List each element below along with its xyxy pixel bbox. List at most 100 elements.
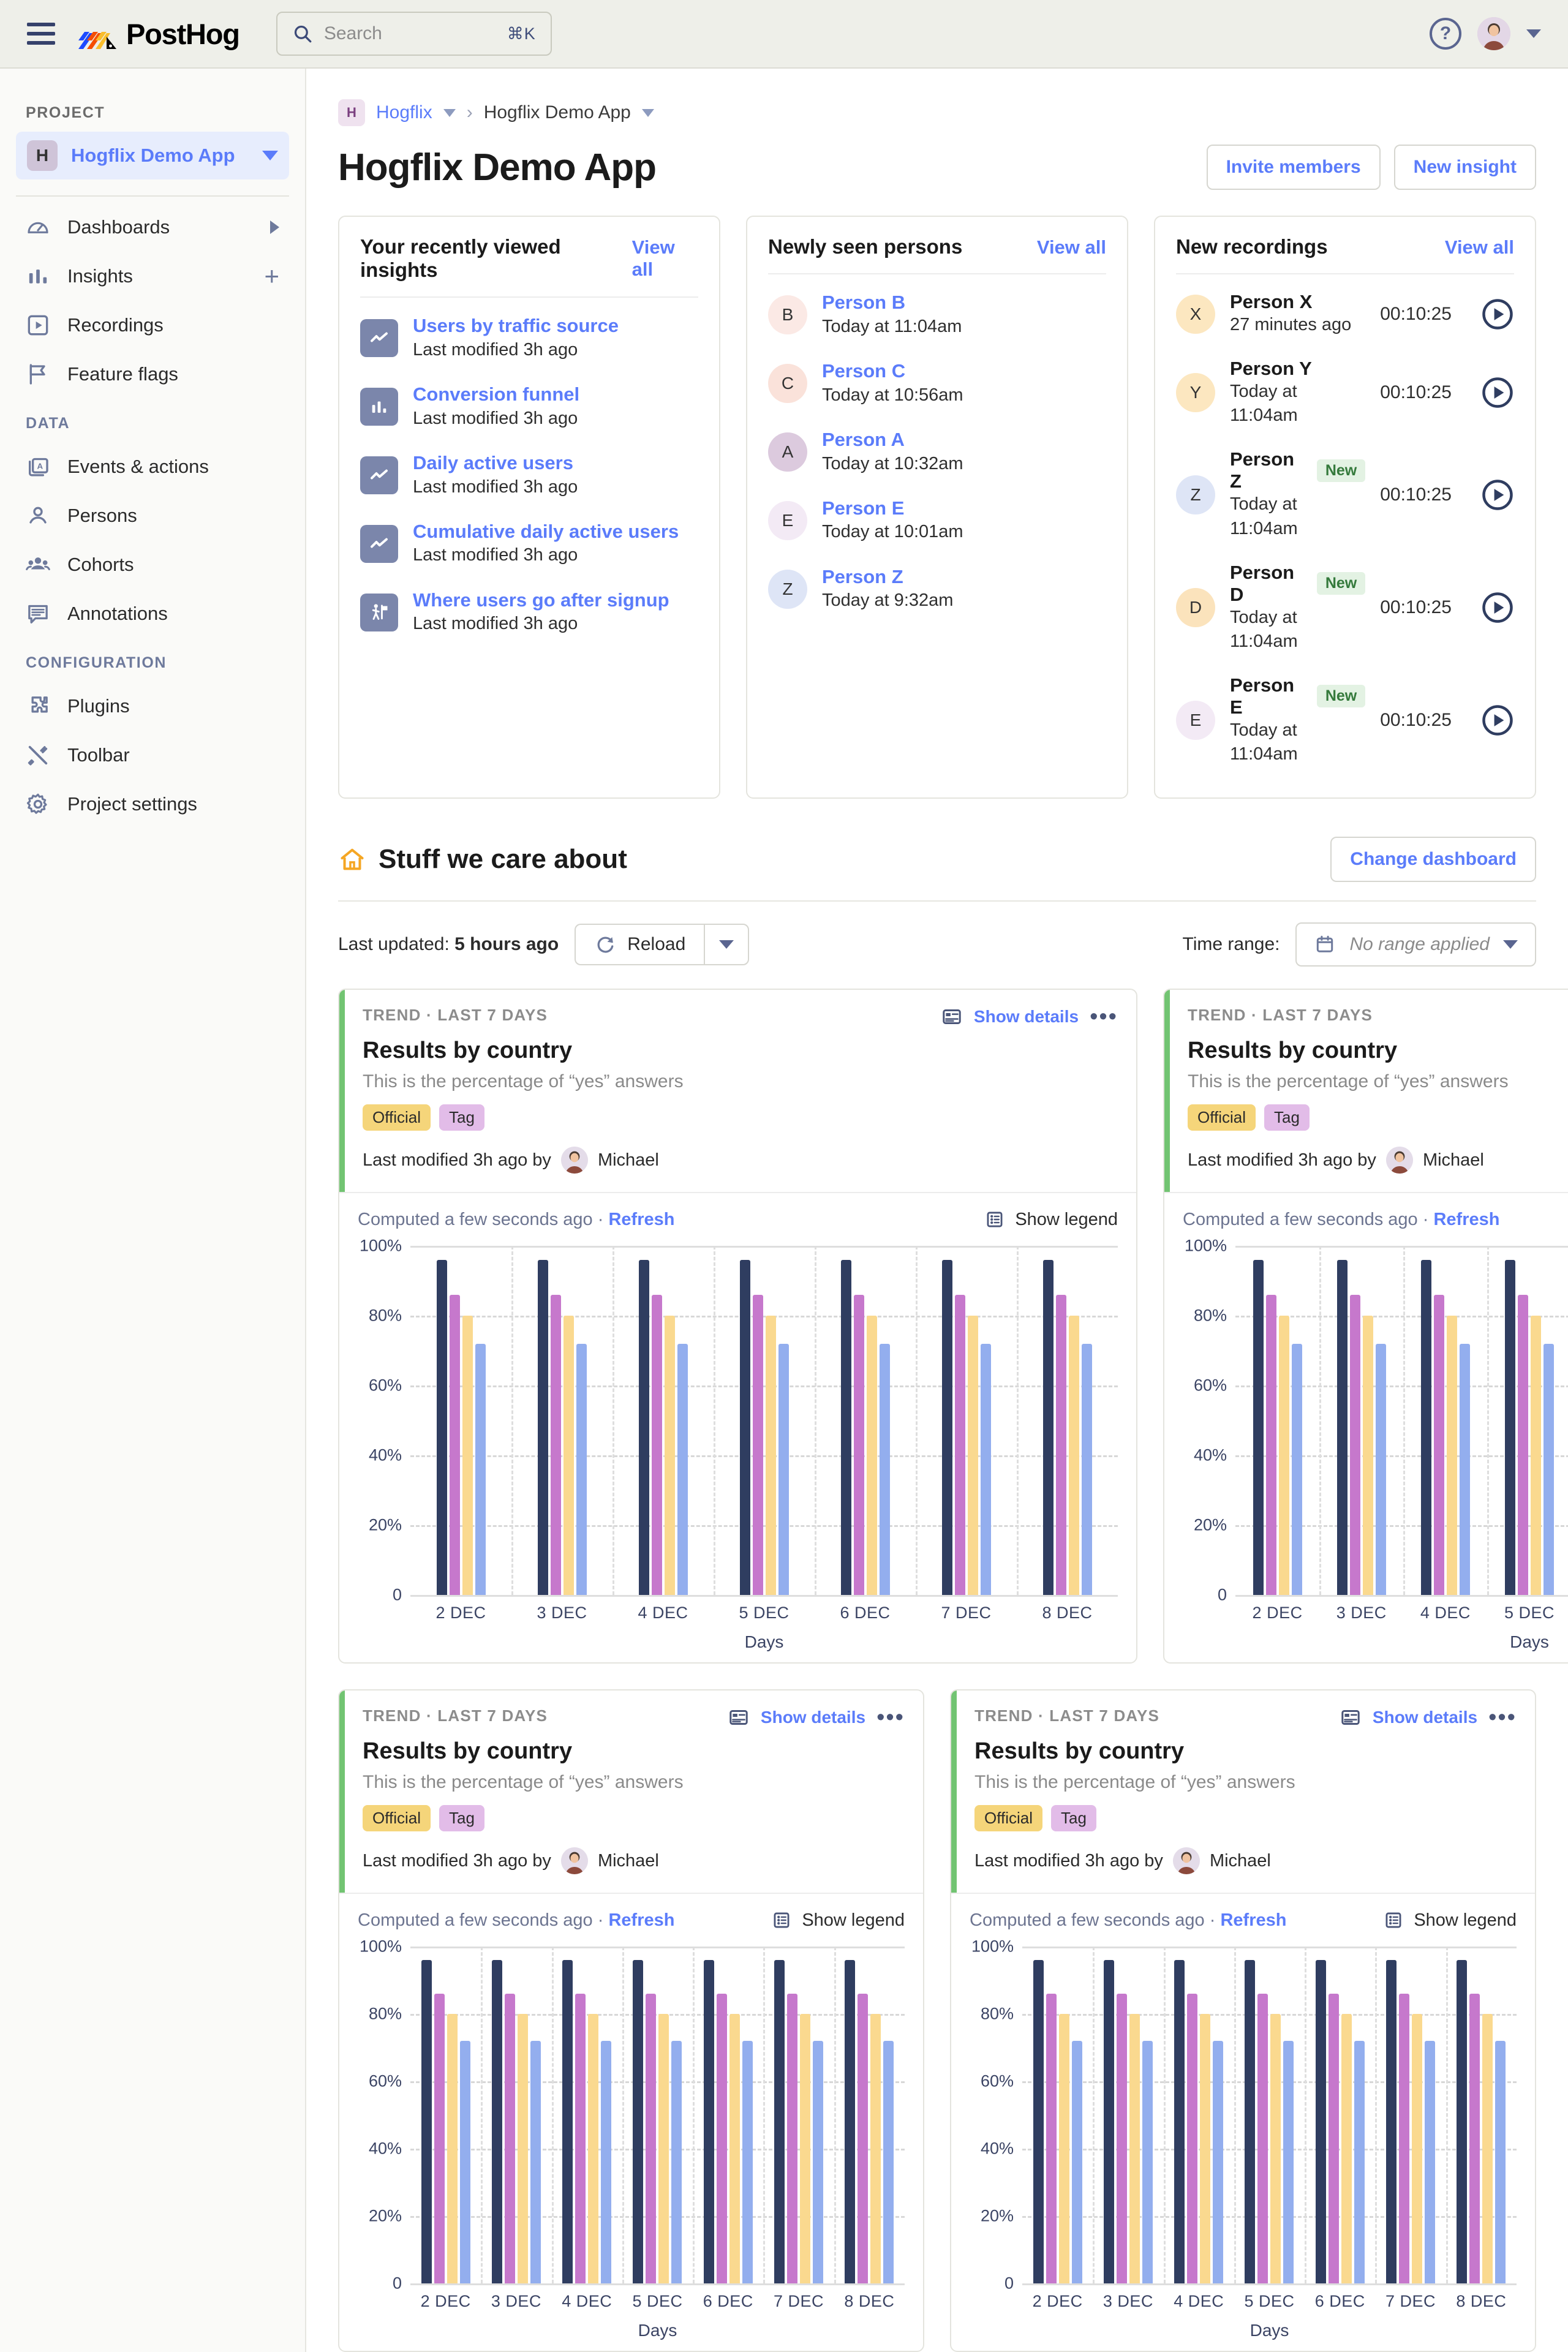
tag-official[interactable]: Official [1188,1104,1256,1131]
sidebar-project-switcher[interactable]: H Hogflix Demo App [16,132,289,179]
bar[interactable] [1543,1343,1554,1596]
chevron-down-icon[interactable] [641,108,654,117]
bar[interactable] [752,1295,763,1596]
tag-plain[interactable]: Tag [439,1805,484,1832]
tag-official[interactable]: Official [363,1805,431,1832]
breadcrumb-current[interactable]: Hogflix Demo App [483,102,631,123]
bar[interactable] [853,1295,864,1596]
bar[interactable] [980,1343,991,1596]
invite-members-button[interactable]: Invite members [1206,145,1381,190]
list-item[interactable]: Daily active users Last modified 3h ago [360,441,698,510]
plus-icon[interactable]: + [264,262,279,290]
sidebar-item-recordings[interactable]: Recordings [0,301,305,350]
bar[interactable] [462,1316,473,1596]
bar[interactable] [421,1960,432,2284]
play-icon[interactable] [1481,704,1514,737]
list-item[interactable]: Conversion funnel Last modified 3h ago [360,372,698,441]
bar[interactable] [1103,1960,1114,2284]
bar[interactable] [537,1260,548,1596]
help-icon[interactable]: ? [1430,18,1461,50]
bar[interactable] [840,1260,851,1596]
bar[interactable] [1328,1994,1339,2284]
bar[interactable] [941,1260,952,1596]
bar[interactable] [1362,1316,1373,1596]
tag-official[interactable]: Official [363,1104,431,1131]
bar[interactable] [1068,1316,1079,1596]
bar[interactable] [1033,1960,1044,2284]
bar[interactable] [475,1343,486,1596]
bar[interactable] [703,1960,714,2284]
search-input[interactable]: Search ⌘K [276,12,552,56]
view-all-link[interactable]: View all [1444,236,1514,258]
play-icon[interactable] [1481,298,1514,331]
bar[interactable] [1291,1343,1302,1596]
bar[interactable] [1420,1260,1431,1596]
list-item[interactable]: X Person X 27 minutes ago 00:10:25 [1176,281,1514,347]
bar[interactable] [774,1960,785,2284]
bar[interactable] [1055,1295,1066,1596]
bar[interactable] [1504,1260,1515,1596]
play-icon[interactable] [1481,376,1514,409]
bar[interactable] [504,1994,515,2284]
bar[interactable] [883,2041,894,2284]
bar[interactable] [1349,1295,1360,1596]
tag-plain[interactable]: Tag [1264,1104,1310,1131]
refresh-link[interactable]: Refresh [1433,1209,1500,1229]
bar[interactable] [638,1260,649,1596]
posthog-logo[interactable]: PostHog [78,17,240,51]
bar[interactable] [677,1343,688,1596]
reload-options-button[interactable] [704,924,750,966]
bar[interactable] [858,1994,869,2284]
avatar[interactable] [1477,17,1510,50]
bar[interactable] [1283,2041,1294,2284]
show-legend-button[interactable]: Show legend [984,1209,1118,1230]
bar[interactable] [1354,2041,1365,2284]
bar[interactable] [1046,1994,1057,2284]
refresh-link[interactable]: Refresh [608,1209,675,1229]
list-item[interactable]: C Person C Today at 10:56am [768,349,1106,418]
bar[interactable] [1469,1994,1480,2284]
bar[interactable] [562,1960,573,2284]
list-item[interactable]: A Person A Today at 10:32am [768,418,1106,486]
bar[interactable] [1187,1994,1198,2284]
list-item[interactable]: E Person E New Today at 11:04am 00:10:25 [1176,664,1514,777]
sidebar-item-project-settings[interactable]: Project settings [0,780,305,829]
chevron-right-icon[interactable] [270,221,279,234]
list-item[interactable]: Y Person Y Today at 11:04am 00:10:25 [1176,347,1514,438]
bar[interactable] [1457,1960,1468,2284]
list-item[interactable]: Users by traffic source Last modified 3h… [360,304,698,372]
list-item[interactable]: B Person B Today at 11:04am [768,281,1106,349]
bar[interactable] [1253,1260,1264,1596]
bar[interactable] [845,1960,856,2284]
refresh-link[interactable]: Refresh [1220,1910,1287,1930]
bar[interactable] [1412,2014,1423,2284]
breadcrumb-org[interactable]: Hogflix [376,102,432,123]
bar[interactable] [1116,1994,1127,2284]
bar[interactable] [765,1316,776,1596]
chevron-down-icon[interactable] [1526,29,1541,38]
bar[interactable] [449,1295,460,1596]
bar[interactable] [633,1960,644,2284]
bar[interactable] [1530,1316,1541,1596]
show-details-link[interactable]: Show details [1372,1708,1478,1727]
bar[interactable] [1042,1260,1054,1596]
bar[interactable] [787,1994,798,2284]
bar[interactable] [1433,1295,1444,1596]
bar[interactable] [1278,1316,1289,1596]
bar[interactable] [576,1343,587,1596]
sidebar-item-toolbar[interactable]: Toolbar [0,731,305,780]
bar[interactable] [1517,1295,1528,1596]
view-all-link[interactable]: View all [631,236,675,280]
bar[interactable] [1482,2014,1493,2284]
ellipsis-icon[interactable]: ••• [1090,1003,1118,1030]
tag-official[interactable]: Official [974,1805,1042,1832]
bar[interactable] [954,1295,965,1596]
sidebar-item-annotations[interactable]: Annotations [0,589,305,638]
play-icon[interactable] [1481,478,1514,511]
bar[interactable] [1245,1960,1256,2284]
list-item[interactable]: Z Person Z New Today at 11:04am 00:10:25 [1176,438,1514,551]
sidebar-item-dashboards[interactable]: Dashboards [0,203,305,252]
bar[interactable] [459,2041,470,2284]
bar[interactable] [1375,1343,1386,1596]
chevron-down-icon[interactable] [262,151,278,160]
